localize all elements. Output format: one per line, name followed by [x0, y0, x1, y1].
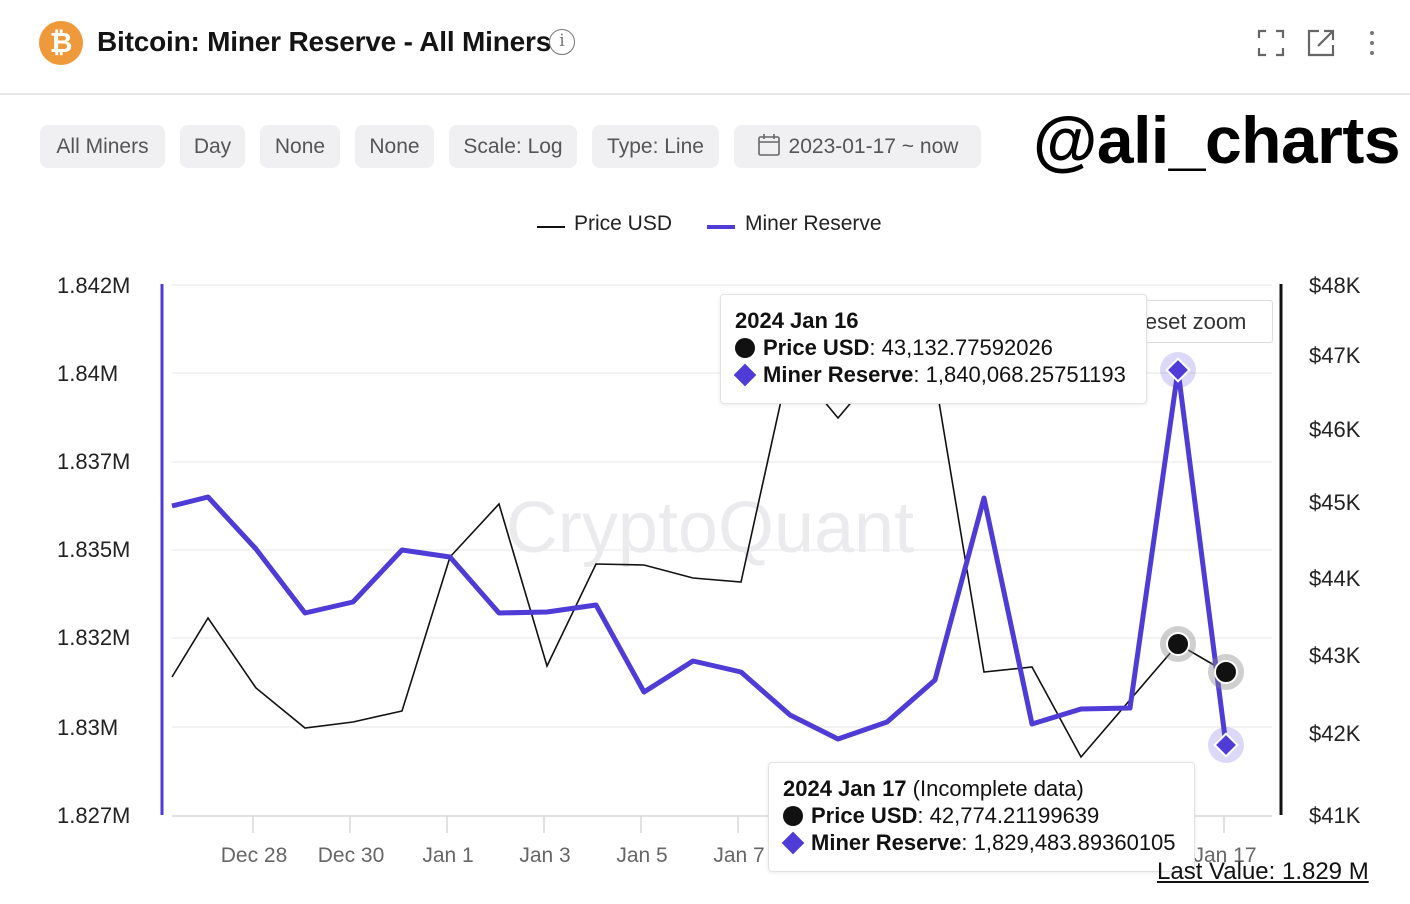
tooltip-jan16: 2024 Jan 16 Price USD: 43,132.77592026 M… [720, 294, 1147, 404]
y-right-tick: $48K [1309, 273, 1361, 298]
tooltip-date: 2024 Jan 16 [735, 308, 859, 333]
filter-chart-type[interactable]: Type: Line [592, 125, 719, 168]
y-left-tick: 1.83M [57, 715, 119, 740]
filter-date-range[interactable]: 2023-01-17 ~ now [734, 125, 981, 168]
fullscreen-icon[interactable] [1256, 28, 1286, 58]
x-tick-label: Jan 7 [713, 844, 765, 867]
open-external-icon[interactable] [1306, 28, 1336, 58]
tooltip-price-label: Price USD [811, 803, 918, 828]
author-handle-watermark: @ali_charts [1033, 103, 1401, 177]
tooltip-jan17: 2024 Jan 17 (Incomplete data) Price USD:… [768, 762, 1195, 872]
info-icon[interactable]: i [549, 29, 575, 55]
price-marker-jan16[interactable] [1166, 632, 1190, 656]
y-left-tick: 1.832M [57, 625, 131, 650]
series-miner-reserve[interactable] [171, 367, 1229, 746]
x-tick-label: Jan 1 [422, 844, 474, 867]
tooltip-reserve-value: 1,829,483.89360105 [973, 830, 1176, 855]
cryptoquant-watermark: CryptoQuant [506, 488, 914, 568]
legend-item-reserve[interactable]: Miner Reserve [707, 212, 887, 242]
legend-swatch-reserve [707, 225, 735, 229]
y-right-tick: $45K [1309, 490, 1361, 515]
price-dot-icon [783, 806, 803, 826]
x-tick-label: Jan 17 [1193, 844, 1257, 867]
filter-window[interactable]: Day [180, 125, 245, 168]
y-right-tick: $41K [1309, 803, 1361, 828]
tooltip-date: 2024 Jan 17 [783, 776, 907, 801]
tooltip-price-label: Price USD [763, 335, 870, 360]
filter-scale[interactable]: Scale: Log [449, 125, 577, 168]
y-left-tick: 1.835M [57, 537, 131, 562]
tooltip-reserve-label: Miner Reserve [763, 362, 914, 387]
filter-sma-1[interactable]: None [260, 125, 340, 168]
y-left-tick: 1.84M [57, 361, 119, 386]
bitcoin-logo-icon: ₿ [39, 21, 83, 65]
tooltip-note: (Incomplete data) [912, 776, 1084, 801]
tooltip-price-value: 42,774.21199639 [929, 803, 1100, 828]
y-right-tick: $43K [1309, 643, 1361, 668]
x-tick-label: Dec 30 [317, 844, 385, 867]
y-right-tick: $42K [1309, 721, 1361, 746]
price-dot-icon [735, 338, 755, 358]
more-vertical-icon[interactable] [1358, 28, 1388, 58]
y-left-tick: 1.842M [57, 273, 131, 298]
x-axis-ticks [252, 816, 1225, 833]
series-price-usd[interactable] [171, 358, 1227, 759]
price-marker-jan17[interactable] [1214, 660, 1238, 684]
y-right-tick: $44K [1309, 566, 1361, 591]
y-left-tick: 1.827M [57, 803, 131, 828]
chart-header: ₿ Bitcoin: Miner Reserve - All Miners i [0, 0, 1410, 95]
page-title: Bitcoin: Miner Reserve - All Miners [97, 26, 552, 57]
x-tick-label: Jan 3 [519, 844, 571, 867]
reserve-marker-jan17[interactable] [1213, 732, 1239, 758]
tooltip-reserve-value: 1,840,068.25751193 [925, 362, 1126, 387]
y-left-tick: 1.837M [57, 449, 131, 474]
x-tick-label: Dec 28 [220, 844, 288, 867]
reserve-diamond-icon [733, 363, 757, 387]
legend-item-price[interactable]: Price USD [537, 212, 677, 242]
filter-miner-group[interactable]: All Miners [40, 125, 165, 168]
reset-zoom-label: Reset zoom [1140, 309, 1247, 334]
last-value-label: Last Value: 1.829 M [1157, 858, 1369, 885]
reserve-diamond-icon [781, 831, 805, 855]
tooltip-price-value: 43,132.77592026 [881, 335, 1053, 360]
y-right-tick: $47K [1309, 343, 1361, 368]
date-range-label: 2023-01-17 ~ now [788, 135, 959, 158]
legend-swatch-price [537, 226, 565, 228]
tooltip-reserve-label: Miner Reserve [811, 830, 962, 855]
legend-label-price: Price USD [574, 212, 673, 235]
legend-label-reserve: Miner Reserve [745, 212, 882, 235]
calendar-icon [757, 134, 780, 157]
filter-sma-2[interactable]: None [355, 125, 434, 168]
reserve-marker-jan16[interactable] [1165, 357, 1191, 383]
y-right-tick: $46K [1309, 417, 1361, 442]
reset-zoom-button[interactable]: Reset zoom [1140, 300, 1273, 343]
x-tick-label: Jan 5 [616, 844, 668, 867]
